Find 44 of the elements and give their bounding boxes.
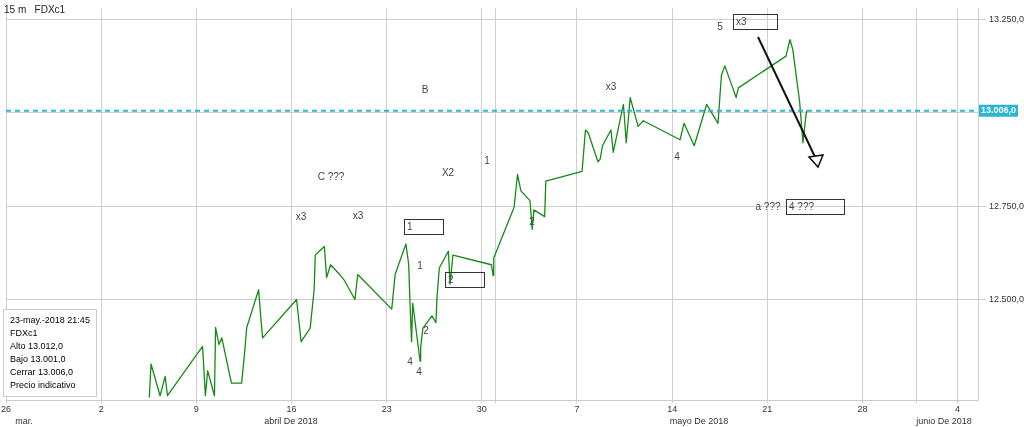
- x-tick-label: 14: [667, 404, 678, 415]
- label-box: x3: [733, 14, 778, 30]
- annotation: FDXc1: [10, 327, 39, 340]
- text: mayo De 2018: [669, 415, 729, 426]
- x-tick-label: 9: [193, 404, 199, 415]
- annotation: Alto 13.012,0: [10, 340, 65, 353]
- annotation: 23-may.-2018 21:45: [10, 314, 90, 327]
- chart-title: 15 m FDXc1: [4, 4, 66, 15]
- annotation: x3: [295, 211, 307, 223]
- annotation: a ???: [755, 201, 781, 213]
- text: abril De 2018: [264, 415, 318, 426]
- y-tick-label: 12.500,0: [989, 293, 1024, 304]
- text: mar.: [15, 415, 33, 426]
- annotation: X2: [441, 167, 455, 179]
- y-tick-label: 13.250,0: [989, 14, 1024, 25]
- x-tick-label: 26: [1, 404, 12, 415]
- ref-line-label: 13.006,0: [981, 105, 1017, 116]
- label-box: 1: [404, 219, 444, 235]
- annotation: 4: [674, 151, 680, 163]
- y-tick-label: 12.750,0: [989, 200, 1024, 211]
- annotation: x3: [352, 210, 364, 222]
- x-tick-label: 30: [476, 404, 487, 415]
- x-tick-label: 23: [381, 404, 392, 415]
- annotation: 1: [417, 260, 423, 272]
- x-tick-label: 7: [574, 404, 580, 415]
- annotation: x3: [605, 81, 617, 93]
- x-tick-label: 2: [98, 404, 104, 415]
- annotation: 4: [407, 356, 413, 368]
- x-tick-label: 28: [857, 404, 868, 415]
- annotation: Cerrar 13.006,0: [10, 366, 75, 379]
- annotation: 4: [416, 366, 422, 378]
- annotation: 5: [717, 21, 723, 33]
- x-tick-label: 21: [762, 404, 773, 415]
- label-box: 4 ???: [786, 199, 846, 215]
- text: junio De 2018: [915, 415, 972, 426]
- annotation: Bajo 13.001,0: [10, 353, 67, 366]
- x-tick-label: 16: [286, 404, 297, 415]
- annotation: 2: [423, 325, 429, 337]
- label-box: 2: [445, 272, 485, 288]
- annotation: 1: [484, 155, 490, 167]
- x-tick-label: 4: [955, 404, 961, 415]
- annotation: Precio indicativo: [10, 379, 77, 392]
- annotation: B: [421, 84, 429, 96]
- annotation: C ???: [317, 171, 345, 183]
